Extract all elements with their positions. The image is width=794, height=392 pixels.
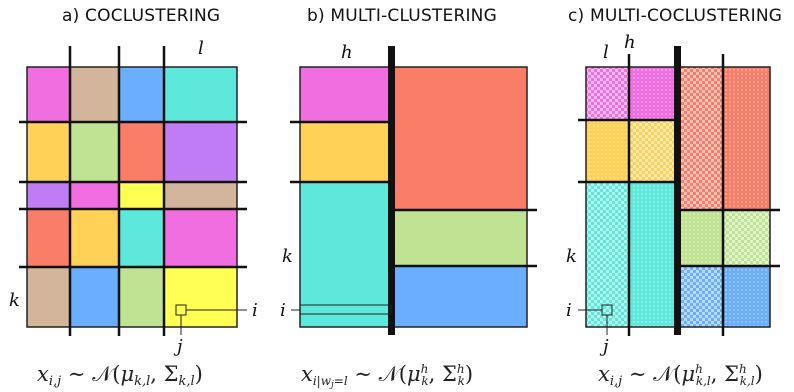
panel-c-label-i: i — [566, 300, 572, 321]
panel-b-label-i: i — [280, 300, 286, 321]
block-b-1 — [300, 67, 391, 122]
block-b-4 — [391, 67, 527, 210]
svg-text:xi|wj=l ∼ 𝒩(μhk, Σhk): xi|wj=l ∼ 𝒩(μh k, Σh k) — [301, 362, 473, 390]
panel-a-label-i: i — [252, 300, 258, 321]
block-a-2-1 — [27, 122, 70, 182]
block-b-5 — [391, 210, 527, 266]
block-a-5-4 — [164, 267, 237, 327]
block-a-5-3 — [119, 267, 164, 327]
panel-b-grid — [290, 46, 537, 335]
panel-a-formula: xi,j ∼ 𝒩(μk,l, Σk,l) — [37, 362, 203, 389]
block-a-1-3 — [119, 67, 164, 122]
svg-text:xi,j ∼ 𝒩(μk,l, Σk,l): xi,j ∼ 𝒩(μk,l, Σk,l) — [37, 362, 203, 389]
block-a-2-2 — [70, 122, 119, 182]
panel-a-grid — [19, 46, 247, 336]
panel-b-label-k: k — [282, 246, 293, 267]
block-b-3 — [300, 182, 391, 327]
panel-c-grid — [578, 46, 780, 336]
panel-c-title: c) MULTI-COCLUSTERING — [568, 6, 783, 26]
block-a-2-4 — [164, 122, 237, 182]
block-a-4-1 — [27, 209, 70, 267]
panel-c-label-h: h — [624, 32, 636, 53]
block-a-4-2 — [70, 209, 119, 267]
block-a-1-4 — [164, 67, 237, 122]
block-a-1-1 — [27, 67, 70, 122]
panel-a-label-k: k — [9, 290, 20, 311]
block-b-2 — [300, 122, 391, 182]
block-a-4-4 — [164, 209, 237, 267]
panel-a-title: a) COCLUSTERING — [62, 6, 221, 26]
block-a-3-1 — [27, 182, 70, 209]
panel-c-formula: xi,j ∼ 𝒩(μh k,l, Σh k,l) — [598, 362, 763, 389]
block-a-4-3 — [119, 209, 164, 267]
block-a-3-2 — [70, 182, 119, 209]
block-a-3-4 — [164, 182, 237, 209]
panel-c-label-j: j — [599, 336, 609, 357]
panel-c-label-l: l — [603, 42, 609, 63]
panel-b-formula: xi|wj=l ∼ 𝒩(μh k, Σh k) — [301, 362, 473, 390]
panel-b-label-h: h — [341, 42, 353, 63]
block-a-5-2 — [70, 267, 119, 327]
panel-c-label-k: k — [566, 246, 577, 267]
panel-a-label-l: l — [198, 38, 204, 59]
block-a-2-3 — [119, 122, 164, 182]
block-a-1-2 — [70, 67, 119, 122]
svg-text:xi,j ∼ 𝒩(μhk,l, Σhk,l): xi,j ∼ 𝒩(μh k,l, Σh k,l) — [598, 362, 763, 389]
block-a-3-3 — [119, 182, 164, 209]
panel-b-title: b) MULTI-CLUSTERING — [307, 6, 497, 26]
block-a-5-1 — [27, 267, 70, 327]
panel-a-label-j: j — [173, 336, 183, 357]
block-b-6 — [391, 266, 527, 327]
